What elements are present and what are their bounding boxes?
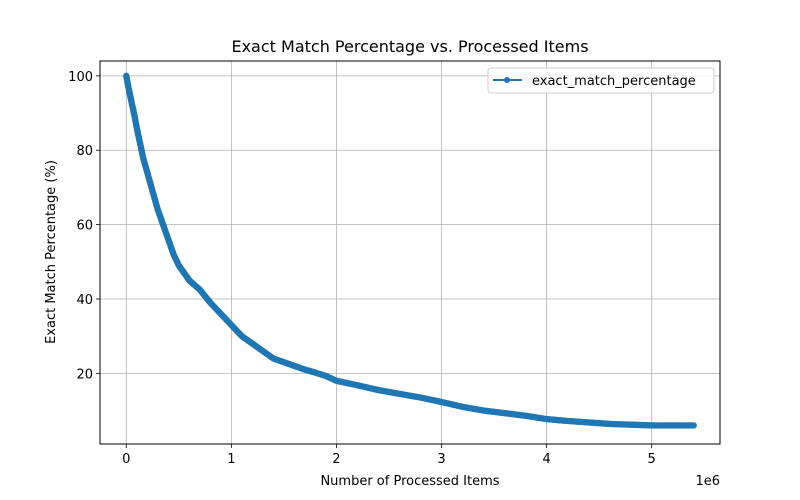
x-tick-label: 4	[542, 452, 550, 467]
legend-label: exact_match_percentage	[532, 74, 696, 89]
chart-title: Exact Match Percentage vs. Processed Ite…	[231, 37, 588, 56]
y-tick-label: 20	[76, 367, 93, 382]
x-tick-label: 1	[227, 452, 235, 467]
y-tick-label: 80	[76, 144, 93, 159]
y-tick-label: 100	[68, 70, 93, 85]
series-markers	[123, 72, 697, 429]
series-layer	[123, 72, 697, 429]
x-offset-label: 1e6	[695, 474, 720, 489]
data-point	[690, 422, 697, 429]
legend-marker	[504, 77, 510, 83]
x-tick-label: 5	[648, 452, 656, 467]
legend: exact_match_percentage	[487, 67, 715, 94]
x-tick-label: 2	[332, 452, 340, 467]
y-tick-label: 60	[76, 219, 93, 234]
plot-frame	[99, 60, 721, 445]
y-tick-label: 40	[76, 293, 93, 308]
x-tick-label: 0	[122, 452, 130, 467]
x-axis-label: Number of Processed Items	[320, 474, 499, 489]
ticks: 0 1 2 3 4 5 20 40 60 80 100	[68, 70, 656, 467]
x-tick-label: 3	[437, 452, 445, 467]
legend-box	[487, 67, 715, 94]
y-axis-label: Exact Match Percentage (%)	[44, 160, 59, 344]
